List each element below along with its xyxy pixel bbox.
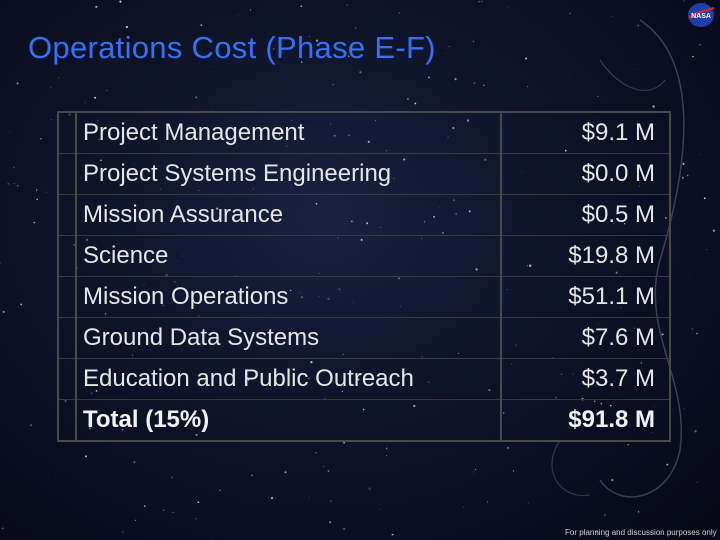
total-label: Total (15%) — [76, 399, 502, 441]
cost-value: $0.5 M — [501, 194, 670, 236]
cost-category-label: Education and Public Outreach — [76, 358, 502, 400]
row-spacer-cell — [58, 399, 77, 441]
nasa-logo-icon: NASA — [688, 3, 715, 27]
cost-value: $19.8 M — [501, 235, 670, 277]
table-row: Project Management $9.1 M — [58, 112, 670, 154]
cost-category-label: Ground Data Systems — [76, 317, 502, 359]
cost-value: $51.1 M — [501, 276, 670, 318]
cost-value: $9.1 M — [501, 112, 670, 154]
cost-table: Project Management $9.1 M Project Systems … — [57, 111, 671, 442]
cost-category-label: Project Systems Engineering — [76, 153, 502, 195]
table-row: Mission Operations $51.1 M — [58, 276, 670, 318]
table-row: Science $19.8 M — [58, 235, 670, 277]
row-spacer-cell — [58, 276, 77, 318]
row-spacer-cell — [58, 235, 77, 277]
row-spacer-cell — [58, 112, 77, 154]
cost-value: $3.7 M — [501, 358, 670, 400]
page-title: Operations Cost (Phase E-F) — [28, 30, 436, 65]
cost-category-label: Mission Assurance — [76, 194, 502, 236]
table-row: Mission Assurance $0.5 M — [58, 194, 670, 236]
row-spacer-cell — [58, 153, 77, 195]
row-spacer-cell — [58, 194, 77, 236]
total-value: $91.8 M — [568, 406, 655, 433]
footer-note: For planning and discussion purposes onl… — [565, 528, 717, 537]
cost-category-label: Project Management — [76, 112, 502, 154]
cost-value: $0.0 M — [501, 153, 670, 195]
cost-category-label: Science — [76, 235, 502, 277]
table-total-row: Total (15%) $91.8 M — [58, 399, 670, 441]
row-spacer-cell — [58, 358, 77, 400]
table-row: Project Systems Engineering $0.0 M — [58, 153, 670, 195]
row-spacer-cell — [58, 317, 77, 359]
nasa-logo-text: NASA — [691, 13, 711, 20]
table-row: Ground Data Systems $7.6 M — [58, 317, 670, 359]
cost-value: $7.6 M — [501, 317, 670, 359]
cost-category-label: Mission Operations — [76, 276, 502, 318]
table-row: Education and Public Outreach $3.7 M — [58, 358, 670, 400]
